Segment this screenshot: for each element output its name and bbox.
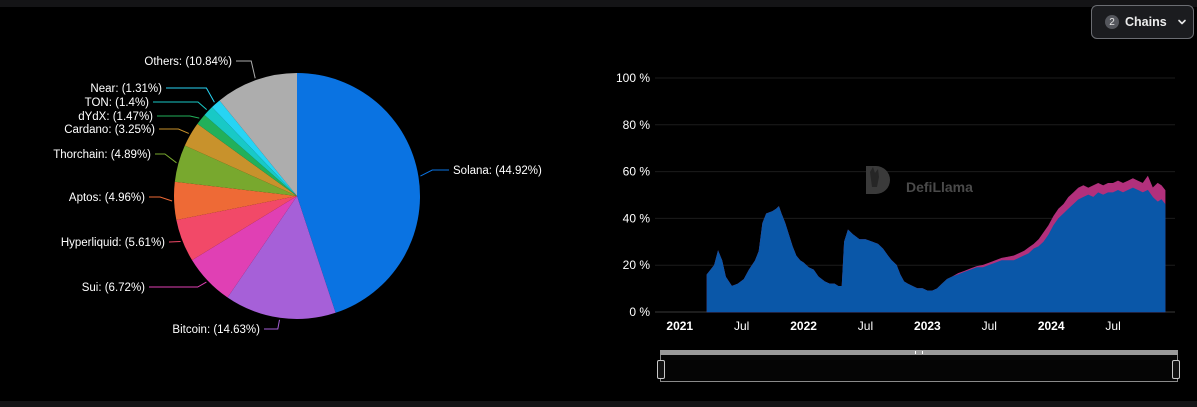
pie-label-hyperliquid: Hyperliquid: (5.61%)	[61, 237, 165, 249]
pie-slice-dydx[interactable]	[197, 114, 297, 196]
defillama-watermark: DefiLlama	[866, 166, 973, 195]
x-tick-label: 2024	[1038, 319, 1065, 333]
pie-leader-sui	[149, 281, 207, 288]
y-tick-label: 20 %	[623, 258, 651, 272]
pie-slice-hyperliquid[interactable]	[176, 196, 297, 261]
pie-leader-bitcoin	[264, 319, 280, 330]
x-tick-label: 2022	[790, 319, 817, 333]
y-tick-label: 80 %	[623, 118, 651, 132]
pie-leader-ton	[153, 101, 208, 110]
x-tick-label: Jul	[982, 319, 997, 333]
pie-label-ton: TON: (1.4%)	[85, 97, 149, 109]
bottom-bar	[0, 401, 1197, 407]
chains-dropdown-button[interactable]: 2 Chains	[1091, 5, 1194, 39]
range-slider-window[interactable]	[660, 355, 1178, 382]
pie-label-solana: Solana: (44.92%)	[453, 165, 542, 177]
area-series-solana[interactable]	[706, 187, 1166, 313]
x-tick-label: 2023	[914, 319, 941, 333]
y-tick-label: 40 %	[623, 211, 651, 225]
pie-label-sui: Sui: (6.72%)	[82, 282, 145, 294]
pie-chart: Solana: (44.92%) Bitcoin: (14.63%) Sui: (6…	[53, 56, 542, 336]
pie-slice-ton[interactable]	[204, 107, 297, 196]
pie-slice-sui[interactable]	[192, 196, 297, 298]
pie-slice-thorchain[interactable]	[174, 145, 297, 196]
y-tick-label: 100 %	[616, 71, 650, 85]
chains-label: Chains	[1125, 15, 1167, 29]
pie-leader-near	[166, 87, 215, 103]
pie-leader-others	[236, 60, 256, 79]
pie-label-cardano: Cardano: (3.25%)	[64, 124, 155, 136]
x-tick-label: Jul	[734, 319, 749, 333]
range-slider-left-handle[interactable]	[657, 360, 665, 379]
pie-label-others: Others: (10.84%)	[144, 56, 232, 68]
pie-slice-bitcoin[interactable]	[227, 196, 336, 320]
pie-slice-cardano[interactable]	[184, 123, 297, 196]
pie-label-dydx: dYdX: (1.47%)	[78, 111, 153, 123]
range-slider-grip-icon[interactable]	[915, 351, 923, 354]
chevron-down-icon	[1177, 19, 1186, 25]
pie-label-bitcoin: Bitcoin: (14.63%)	[172, 324, 260, 336]
pie-slice-aptos[interactable]	[174, 181, 297, 220]
chains-count-badge: 2	[1105, 15, 1119, 29]
range-slider-right-handle[interactable]	[1172, 360, 1180, 379]
pie-label-aptos: Aptos: (4.96%)	[69, 192, 145, 204]
dominance-area-chart: DefiLlama 0 % 20 % 40 % 60 % 80 % 100 % 2021 J…	[616, 71, 1175, 333]
pie-slice-solana[interactable]	[297, 73, 421, 313]
watermark-text: DefiLlama	[906, 179, 973, 195]
y-tick-label: 0 %	[629, 305, 650, 319]
pie-label-thorchain: Thorchain: (4.89%)	[53, 149, 151, 161]
x-tick-label: Jul	[858, 319, 873, 333]
pie-leader-solana	[420, 169, 449, 177]
pie-leader-aptos	[149, 196, 173, 202]
top-bar	[0, 0, 1197, 7]
llama-logo-icon	[866, 166, 890, 194]
pie-slice-others[interactable]	[219, 73, 297, 196]
x-tick-label: Jul	[1105, 319, 1120, 333]
pie-leader-hyperliquid	[169, 241, 181, 243]
range-slider-bar[interactable]	[660, 350, 1178, 355]
pie-leader-thorchain	[155, 153, 177, 164]
x-tick-label: 2021	[666, 319, 693, 333]
pie-leader-cardano	[159, 128, 189, 134]
y-tick-label: 60 %	[623, 165, 651, 179]
pie-leader-dydx	[157, 115, 200, 119]
pie-slice-near[interactable]	[211, 100, 297, 196]
range-slider[interactable]	[657, 350, 1180, 384]
pie-label-near: Near: (1.31%)	[90, 83, 162, 95]
